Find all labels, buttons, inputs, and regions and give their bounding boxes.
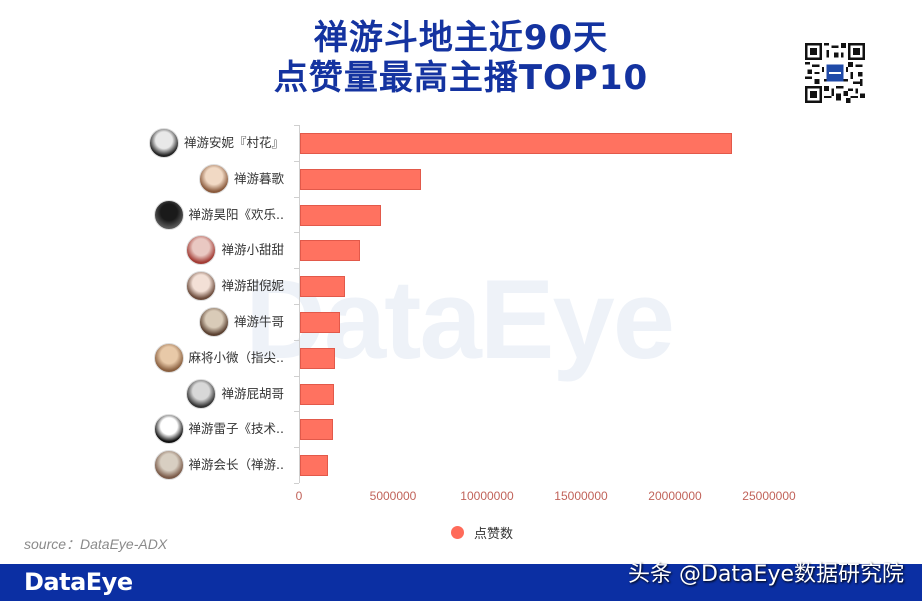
title-line-1: 禅游斗地主近90天 [313, 18, 609, 58]
streamer-avatar-icon [186, 271, 217, 302]
chart-title: 禅游斗地主近90天 点赞量最高主播TOP10 [0, 18, 922, 98]
x-axis-tick-label: 25000000 [742, 489, 796, 503]
bar-row[interactable]: 禅游小甜甜 [0, 232, 922, 268]
y-axis-tick [294, 160, 299, 162]
category-label: 禅游昊阳《欢乐.. [188, 206, 284, 222]
qr-code-icon [805, 42, 865, 104]
category-label: 禅游暮歌 [233, 170, 284, 186]
bar[interactable] [300, 347, 335, 369]
bar[interactable] [300, 419, 333, 441]
y-axis-tick [294, 268, 299, 270]
streamer-avatar-icon [198, 307, 229, 337]
bar[interactable] [300, 240, 361, 262]
bar-row[interactable]: 禅游昊阳《欢乐.. [0, 197, 922, 233]
streamer-avatar-icon [198, 163, 229, 194]
legend-dot-icon [451, 525, 464, 539]
streamer-avatar-icon [153, 342, 184, 373]
y-axis-tick [294, 232, 299, 234]
x-axis-tick-label: 5000000 [369, 489, 417, 503]
x-axis-tick-label: 10000000 [460, 489, 514, 503]
bar[interactable] [300, 383, 334, 405]
bar-row[interactable]: 禅游牛哥 [0, 304, 922, 340]
streamer-avatar-icon [153, 199, 184, 230]
bar-row[interactable]: 禅游屁胡哥 [0, 376, 922, 412]
category-label: 禅游雷子《技术.. [188, 421, 284, 437]
legend-label: 点赞数 [474, 526, 514, 542]
category-label: 禅游屁胡哥 [221, 385, 284, 401]
title-line-2: 点赞量最高主播TOP10 [273, 58, 649, 98]
category-label: 禅游会长（禅游.. [188, 457, 284, 473]
y-axis-tick [294, 339, 299, 341]
source-note: source：DataEye-ADX [24, 536, 168, 552]
bar-row[interactable]: 麻将小微（指尖.. [0, 340, 922, 376]
y-axis-tick [294, 411, 299, 413]
y-axis-line [299, 125, 300, 483]
footer-handle: 头条 @DataEye数据研究院 [628, 562, 904, 587]
bar[interactable] [300, 204, 381, 226]
y-axis-tick [294, 125, 299, 126]
bar[interactable] [300, 133, 733, 154]
footer-logo: DataEye [24, 568, 133, 596]
bar[interactable] [300, 312, 341, 333]
bar-row[interactable]: 禅游雷子《技术.. [0, 411, 922, 447]
y-axis-tick [294, 375, 299, 377]
bar[interactable] [300, 168, 422, 190]
y-axis-tick [294, 447, 299, 449]
category-label: 禅游牛哥 [233, 314, 284, 329]
category-label: 麻将小微（指尖.. [188, 349, 284, 365]
footer-bar: DataEye 头条 @DataEye数据研究院 [0, 562, 922, 601]
x-axis-tick-label: 0 [295, 489, 303, 503]
x-axis-tick-label: 20000000 [648, 489, 702, 503]
bar[interactable] [300, 276, 346, 298]
streamer-avatar-icon [153, 414, 184, 445]
x-axis-tick-label: 15000000 [554, 489, 608, 503]
streamer-avatar-icon [148, 128, 179, 158]
y-axis-tick [294, 304, 299, 305]
bar-row[interactable]: 禅游会长（禅游.. [0, 447, 922, 483]
bar[interactable] [300, 455, 329, 477]
streamer-avatar-icon [186, 235, 217, 266]
y-axis-tick [294, 483, 299, 484]
y-axis-tick [294, 196, 299, 198]
category-label: 禅游甜倪妮 [221, 278, 284, 294]
bar-row[interactable]: 禅游安妮『村花』 [0, 125, 922, 161]
legend[interactable]: 点赞数 [451, 523, 514, 542]
streamer-avatar-icon [186, 378, 217, 409]
streamer-avatar-icon [153, 450, 184, 481]
category-label: 禅游安妮『村花』 [183, 135, 284, 150]
bar-row[interactable]: 禅游暮歌 [0, 161, 922, 197]
bar-row[interactable]: 禅游甜倪妮 [0, 268, 922, 304]
category-label: 禅游小甜甜 [221, 242, 284, 258]
